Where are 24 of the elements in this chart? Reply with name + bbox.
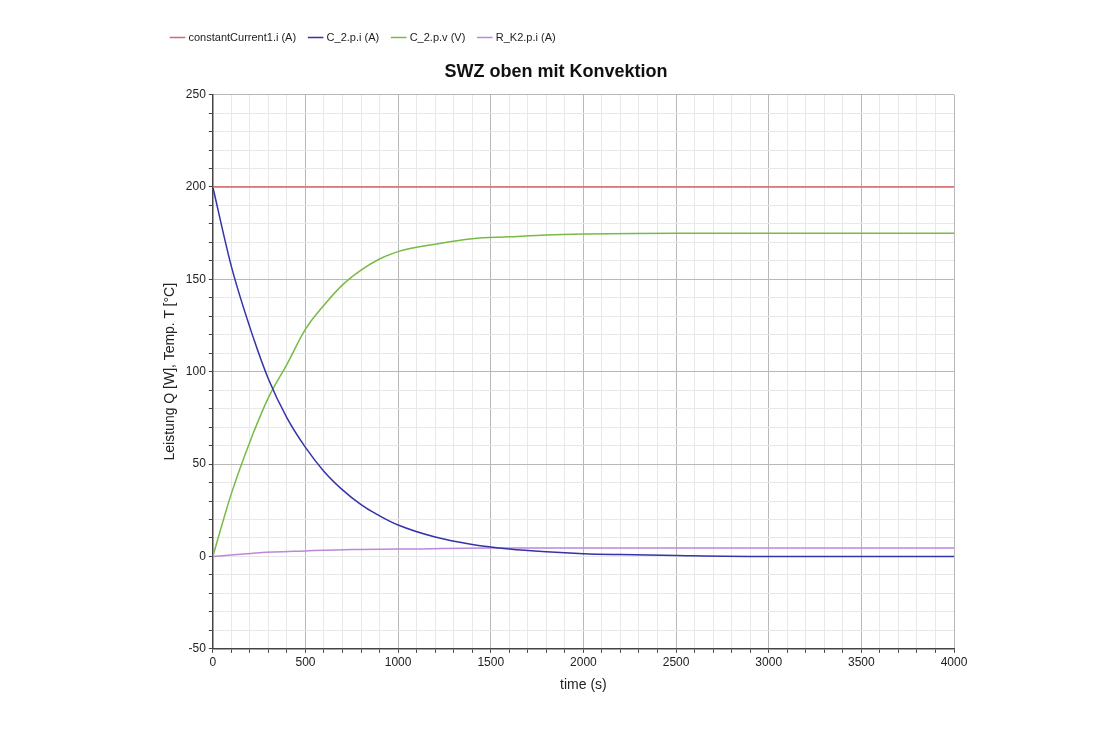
x-tick-label: 2000 <box>570 655 598 670</box>
x-tick-label: 1500 <box>477 655 505 670</box>
x-tick-label: 4000 <box>940 655 968 670</box>
y-tick-label: 150 <box>185 271 207 286</box>
x-tick-label: 3500 <box>848 655 876 670</box>
y-tick-label: 100 <box>185 364 207 379</box>
x-tick-label: 3000 <box>755 655 783 670</box>
y-tick-label: 50 <box>192 456 207 471</box>
x-axis-title: time (s) <box>560 676 607 693</box>
y-tick-label: 0 <box>199 548 207 563</box>
legend-label: constantCurrent1.i (A) <box>188 30 297 43</box>
x-tick-label: 0 <box>209 655 217 670</box>
y-axis-title: Leistung Q [W], Temp. T [°C] <box>161 282 178 461</box>
x-tick-label: 500 <box>295 655 316 670</box>
legend-label: C_2.p.i (A) <box>326 30 380 43</box>
y-tick-label: 200 <box>185 179 207 194</box>
line-series <box>212 547 954 558</box>
chart-title: SWZ oben mit Konvektion <box>444 60 668 81</box>
y-tick-label: -50 <box>188 641 207 656</box>
x-tick-label: 1000 <box>384 655 412 670</box>
y-tick-label: 250 <box>185 86 207 101</box>
x-tick-label: 2500 <box>662 655 690 670</box>
legend-label: C_2.p.v (V) <box>409 30 466 43</box>
legend-label: R_K2.p.i (A) <box>495 30 556 43</box>
